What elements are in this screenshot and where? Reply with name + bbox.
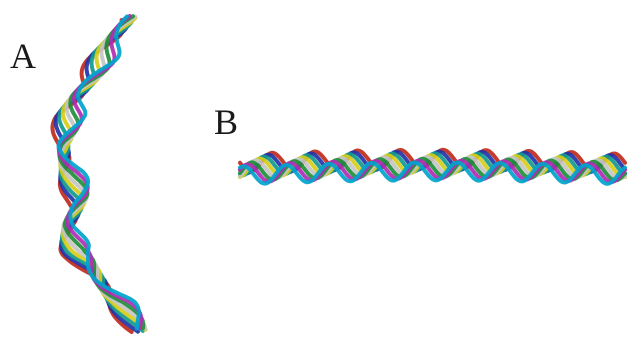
strand-a-7: [56, 14, 141, 331]
strand-b-7: [238, 160, 627, 186]
strand-b-4: [238, 155, 627, 181]
strand-b-3: [238, 153, 627, 179]
panel-label-a: A: [10, 36, 36, 76]
strand-b-5: [238, 156, 627, 183]
helix-bundle-b: [238, 147, 627, 186]
strand-b-6: [238, 158, 627, 185]
helix-bundle-a: [50, 14, 148, 334]
panel-label-b: B: [214, 102, 239, 142]
